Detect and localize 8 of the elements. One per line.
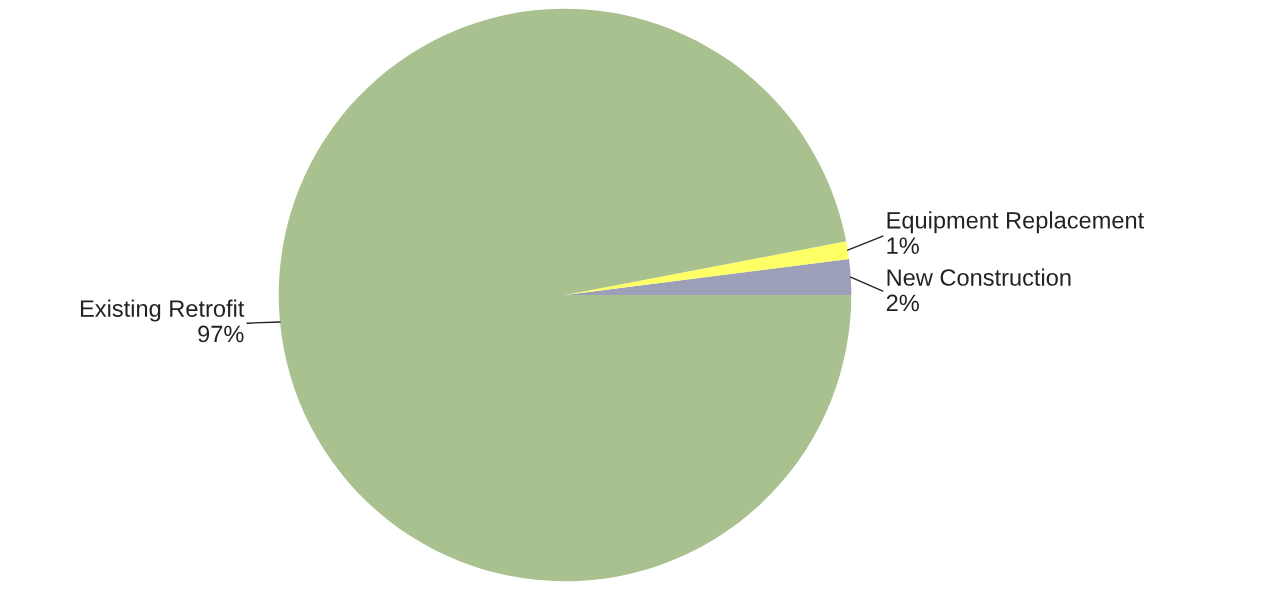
pie-slice <box>565 241 850 295</box>
pie-slice <box>278 8 852 582</box>
data-label: 2% <box>886 294 919 312</box>
slice-label: Existing Retrofit <box>80 299 245 322</box>
slice-label: New Construction <box>887 268 1071 286</box>
slice-label: Equipment Replacement <box>887 211 1145 234</box>
data-label: 97% <box>198 325 244 343</box>
data-label: 1% <box>887 237 919 254</box>
